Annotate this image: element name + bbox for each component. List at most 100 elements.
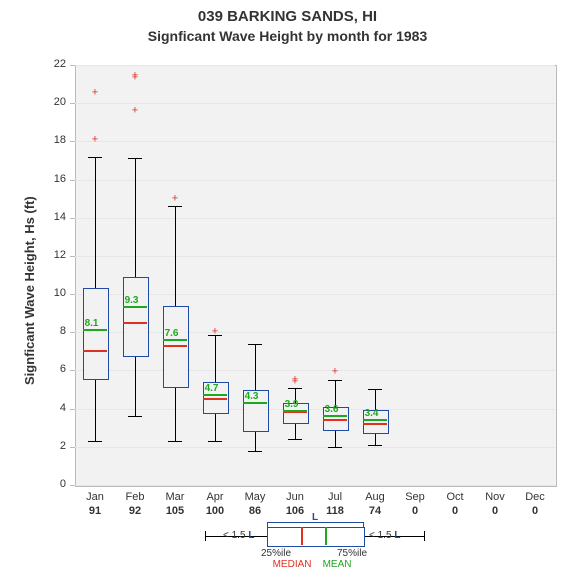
- mean-label: 3.6: [325, 404, 339, 415]
- y-tick-label: 4: [40, 402, 66, 414]
- x-tick-label: Nov0: [475, 491, 515, 517]
- mean-line: [123, 306, 148, 308]
- mean-line: [83, 329, 108, 331]
- legend-bottom-mean: MEAN: [323, 559, 352, 570]
- mean-label: 9.3: [125, 295, 139, 306]
- whisker: [375, 432, 376, 445]
- y-tick: [70, 294, 75, 295]
- whisker-cap: [288, 439, 302, 440]
- legend-cap: [205, 531, 206, 541]
- x-tick-label: Jul118: [315, 491, 355, 517]
- outlier-marker: +: [92, 135, 98, 146]
- legend-boxplot: L< 1.5 L< 1.5 L25%ile75%ileMEDIANMEAN: [205, 527, 425, 557]
- whisker-cap: [128, 416, 142, 417]
- whisker: [135, 355, 136, 416]
- mean-line: [363, 419, 388, 421]
- median-line: [203, 398, 228, 400]
- chart-container: 039 BARKING SANDS, HI Signficant Wave He…: [0, 0, 575, 580]
- y-tick: [70, 447, 75, 448]
- x-tick-label: Apr100: [195, 491, 235, 517]
- whisker-cap: [328, 447, 342, 448]
- y-tick: [70, 409, 75, 410]
- whisker: [255, 430, 256, 451]
- gridline: [75, 409, 555, 410]
- y-tick-label: 10: [40, 287, 66, 299]
- y-tick: [70, 180, 75, 181]
- y-tick-label: 2: [40, 440, 66, 452]
- mean-line: [163, 339, 188, 341]
- legend-cap: [424, 531, 425, 541]
- legend-mean: [325, 527, 327, 545]
- y-tick: [70, 256, 75, 257]
- mean-line: [243, 402, 268, 404]
- median-line: [123, 322, 148, 324]
- whisker-cap: [248, 344, 262, 345]
- whisker-cap: [168, 441, 182, 442]
- whisker-cap: [368, 389, 382, 390]
- y-axis-label: Signficant Wave Height, Hs (ft): [22, 196, 37, 385]
- gridline: [75, 485, 555, 486]
- y-tick-label: 0: [40, 478, 66, 490]
- outlier-marker: +: [92, 87, 98, 98]
- mean-label: 7.6: [165, 328, 179, 339]
- y-tick-label: 8: [40, 325, 66, 337]
- legend-text-25: 25%ile: [261, 548, 291, 559]
- y-tick: [70, 485, 75, 486]
- whisker-cap: [208, 441, 222, 442]
- whisker: [335, 380, 336, 407]
- legend-text-15L-left: < 1.5 L: [223, 530, 254, 541]
- whisker-cap: [128, 158, 142, 159]
- x-tick-label: Feb92: [115, 491, 155, 517]
- y-tick-label: 20: [40, 96, 66, 108]
- mean-label: 4.7: [205, 383, 219, 394]
- whisker: [215, 335, 216, 382]
- y-tick-label: 16: [40, 173, 66, 185]
- legend-L-bracket: [267, 522, 268, 527]
- whisker: [175, 206, 176, 305]
- legend-bottom-median: MEDIAN: [273, 559, 312, 570]
- median-line: [283, 411, 308, 413]
- y-tick: [70, 332, 75, 333]
- mean-label: 8.1: [85, 318, 99, 329]
- whisker: [335, 429, 336, 447]
- x-tick-label: Oct0: [435, 491, 475, 517]
- legend-box: [267, 527, 365, 547]
- legend-text-75: 75%ile: [337, 548, 367, 559]
- y-tick: [70, 141, 75, 142]
- gridline: [75, 65, 555, 66]
- outlier-marker: +: [172, 193, 178, 204]
- x-tick-label: Dec0: [515, 491, 555, 517]
- y-tick: [70, 370, 75, 371]
- y-tick-label: 22: [40, 58, 66, 70]
- whisker-cap: [328, 380, 342, 381]
- whisker: [95, 157, 96, 289]
- box: [83, 288, 110, 380]
- outlier-marker: +: [132, 105, 138, 116]
- mean-label: 3.9: [285, 399, 299, 410]
- mean-line: [203, 394, 228, 396]
- whisker: [95, 378, 96, 441]
- gridline: [75, 180, 555, 181]
- y-tick: [70, 218, 75, 219]
- whisker-cap: [288, 388, 302, 389]
- whisker: [175, 386, 176, 441]
- chart-title-2: Signficant Wave Height by month for 1983: [0, 28, 575, 44]
- whisker-cap: [248, 451, 262, 452]
- whisker-cap: [88, 441, 102, 442]
- legend-L-bracket: [363, 522, 364, 527]
- whisker-cap: [168, 206, 182, 207]
- outlier-marker: +: [292, 375, 298, 386]
- whisker-cap: [88, 157, 102, 158]
- whisker-cap: [368, 445, 382, 446]
- y-tick-label: 6: [40, 363, 66, 375]
- gridline: [75, 218, 555, 219]
- x-tick-label: Jan91: [75, 491, 115, 517]
- whisker: [375, 389, 376, 410]
- median-line: [83, 350, 108, 352]
- gridline: [75, 141, 555, 142]
- mean-label: 4.3: [245, 391, 259, 402]
- whisker: [255, 344, 256, 390]
- y-tick-label: 18: [40, 134, 66, 146]
- gridline: [75, 370, 555, 371]
- whisker: [295, 422, 296, 439]
